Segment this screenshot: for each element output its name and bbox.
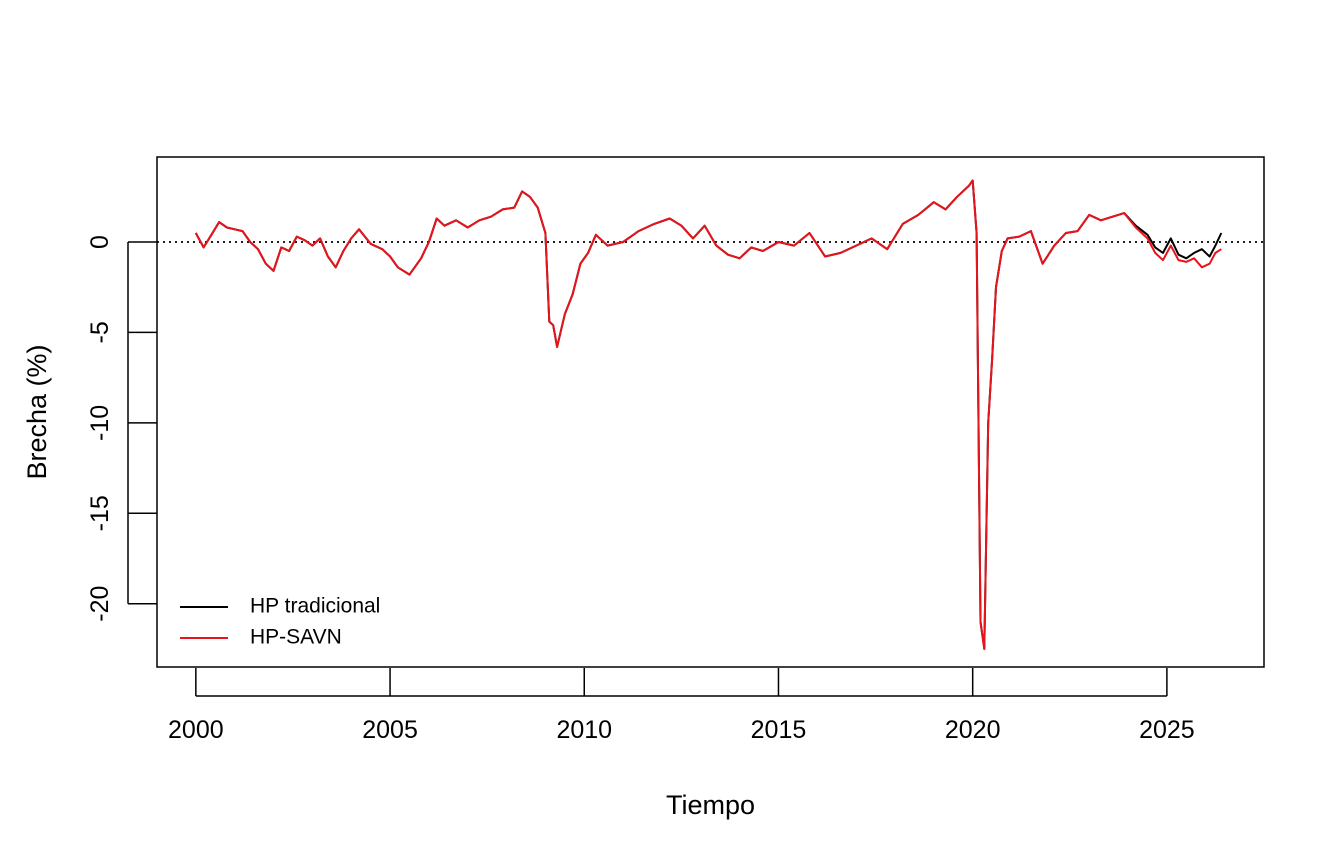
x-tick-label: 2025 [1139, 716, 1195, 744]
series-layer [194, 179, 1223, 650]
x-axis-title: Tiempo [666, 790, 755, 820]
x-tick-label: 2005 [362, 716, 418, 744]
plot-frame [156, 156, 1265, 668]
y-tick-label: -20 [86, 586, 114, 622]
x-tick-label: 2015 [751, 716, 807, 744]
x-tick-label: 2000 [168, 716, 224, 744]
series-line-hp-savn [194, 179, 1222, 650]
y-axis-title: Brecha (%) [22, 344, 52, 479]
legend-label-hp-savn: HP-SAVN [250, 626, 342, 649]
y-tick-label: -10 [86, 405, 114, 441]
y-tick-label: -5 [86, 321, 114, 343]
legend-label-hp-tradicional: HP tradicional [250, 595, 380, 618]
y-axis: 0 -5 -10 -15 -20 [86, 235, 157, 622]
x-axis: 2000 2005 2010 2015 2020 2025 [168, 668, 1195, 744]
x-tick-label: 2020 [945, 716, 1001, 744]
x-tick-label: 2010 [556, 716, 612, 744]
legend: HP tradicional HP-SAVN [180, 595, 380, 649]
y-tick-label: -15 [86, 495, 114, 531]
y-tick-label: 0 [86, 235, 114, 249]
